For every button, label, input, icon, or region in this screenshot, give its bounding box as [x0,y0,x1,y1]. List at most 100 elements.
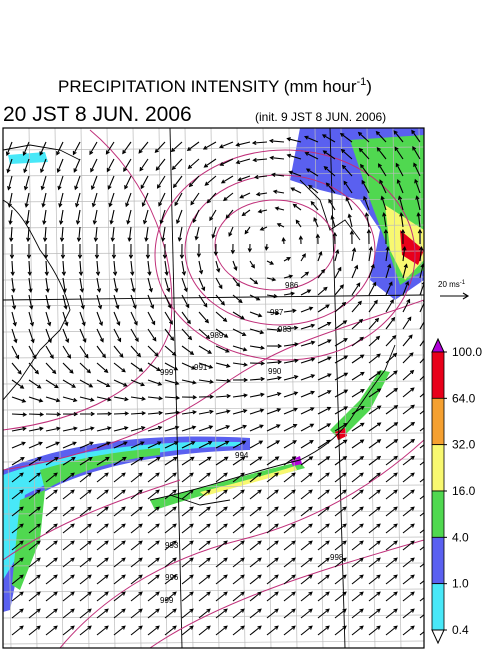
wind-arrow [213,243,219,257]
wind-arrow [62,540,75,551]
wind-arrow [198,574,211,585]
wind-arrow [215,378,232,384]
wind-arrow [179,243,185,260]
wind-arrow [419,495,424,500]
wind-arrow [11,379,25,389]
wind-arrow [45,472,58,483]
wind-arrow [249,591,262,602]
colorbar-label: 1.0 [452,577,469,591]
wind-arrow [113,396,129,402]
grid-line [3,328,424,333]
wind-arrow [96,328,104,343]
wind-arrow [198,260,204,275]
wind-arrow [232,345,248,352]
wind-arrow [110,226,115,243]
wind-arrow [45,625,58,636]
wind-arrow [366,228,372,245]
wind-arrow [271,172,285,177]
wind-arrow [28,294,34,310]
wind-arrow [43,243,49,260]
wind-arrow [204,175,217,186]
wind-arrow [170,141,183,153]
wind-arrow [232,523,245,534]
wind-arrow [130,557,143,568]
wind-arrow [402,591,415,602]
wind-arrow [300,608,313,619]
wind-arrow [385,438,399,449]
wind-arrow [79,345,89,359]
wind-arrow [96,608,109,619]
wind-arrow [334,574,347,585]
wind-arrow [130,277,136,293]
wind-arrow [164,456,178,466]
wind-arrow [419,392,424,398]
wind-arrow [334,406,349,415]
wind-arrow [402,352,414,364]
wind-arrow [181,425,197,432]
wind-arrow [202,141,217,150]
wind-arrow [343,180,353,194]
wind-arrow [79,328,87,343]
wind-arrow [145,243,151,260]
wind-arrow [249,506,262,517]
wind-arrow [23,175,30,191]
wind-arrow [113,345,124,358]
wind-arrow [334,523,347,534]
wind-arrow [368,422,382,432]
wind-arrow [6,158,13,174]
wind-arrow [402,245,407,262]
wind-arrow [77,243,83,260]
wind-arrow [28,591,41,602]
wind-arrow [198,277,206,292]
wind-arrow [232,440,247,449]
wind-arrow [283,375,299,381]
wind-arrow [196,243,202,258]
wind-arrow [416,211,421,228]
wind-arrow [62,557,75,568]
wind-arrow [215,260,221,273]
wind-arrow [413,162,421,177]
wind-arrow [41,192,47,208]
wind-arrow [141,192,149,208]
wind-arrow [62,574,75,585]
wind-arrow [283,625,296,636]
isobar-label: 990 [268,367,282,376]
grid-line [3,510,424,515]
wind-arrow [283,523,296,534]
wind-arrow [215,625,228,636]
wind-arrow [11,489,24,500]
wind-arrow [351,247,357,262]
wind-arrow [161,226,166,242]
wind-arrow [62,328,70,344]
wind-arrow [147,410,164,416]
wind-arrow [79,426,95,432]
wind-arrow [228,226,234,237]
wind-arrow [351,489,364,500]
wind-arrow [62,591,75,602]
wind-arrow [218,141,234,149]
wind-arrow [347,213,353,228]
wind-arrow [25,209,30,225]
wind-arrow [317,625,330,636]
wind-arrow [113,540,126,551]
title: PRECIPITATION INTENSITY (mm hour-1) [58,76,372,96]
isobar-label: 999 [160,596,174,605]
wind-arrow [300,489,313,500]
wind-arrow [96,557,109,568]
wind-arrow [317,373,332,381]
wind-arrow [62,396,78,403]
wind-arrow [266,408,282,415]
wind-arrow [368,299,378,313]
wind-arrow [402,574,415,585]
wind-arrow [247,243,252,253]
wind-arrow [368,281,377,296]
wind-arrow [215,608,228,619]
wind-arrow [28,426,44,432]
wind-arrow [300,472,313,483]
wind-arrow [363,195,370,211]
wind-arrow [300,625,313,636]
wind-arrow [351,300,362,313]
wind-arrow [368,371,382,381]
wind-arrow [292,203,302,211]
wind-arrow [45,328,52,344]
